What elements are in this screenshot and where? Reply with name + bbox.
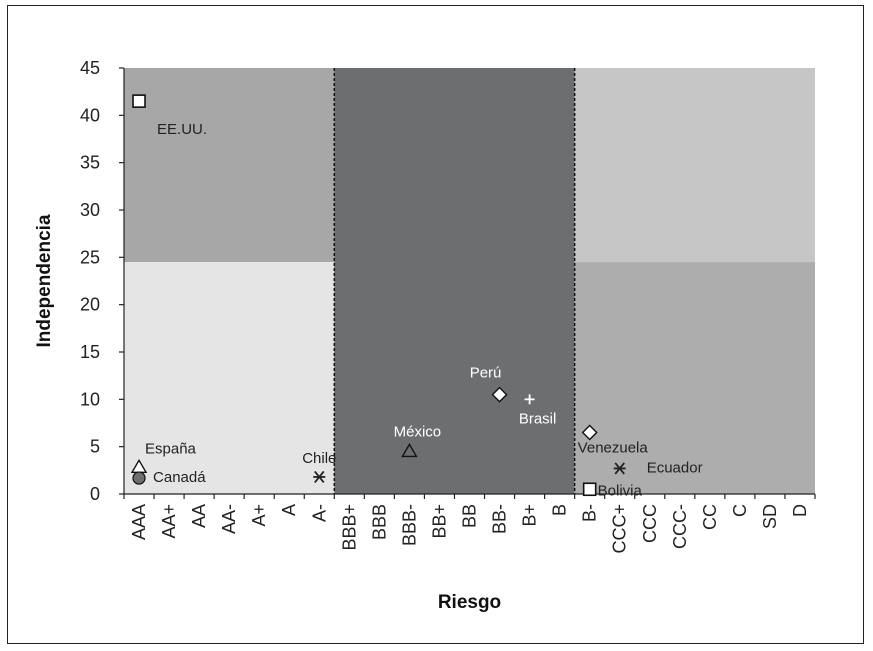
y-tick-label: 0 <box>90 484 100 504</box>
region-1 <box>124 68 335 263</box>
x-tick-label: CCC <box>640 504 660 543</box>
y-axis-title: Independencia <box>34 214 55 347</box>
x-tick-label: AAA <box>129 504 149 540</box>
point-chile <box>313 470 326 484</box>
x-tick-label: BBB <box>369 504 389 540</box>
x-tick-label: CCC+ <box>610 504 630 554</box>
x-tick-label: AA+ <box>159 504 179 539</box>
x-tick-label: B <box>550 504 570 516</box>
x-tick-label: AA <box>189 504 209 528</box>
point-brasil <box>524 394 535 405</box>
label-canad: Canadá <box>153 469 206 486</box>
y-tick-label: 5 <box>90 437 100 457</box>
x-tick-labels: AAA AA+ AA AA- A+ A A- BBB+ BBB BBB- BB+ BB BB- B+ B B-… <box>123 494 816 554</box>
y-tick-label: 35 <box>80 153 100 173</box>
background-regions <box>124 68 815 494</box>
y-tick-label: 45 <box>80 58 100 78</box>
y-tick-labels: 0 5 10 15 20 25 30 35 40 45 <box>80 58 124 504</box>
x-tick-label: C <box>730 504 750 517</box>
point-venezuela <box>581 424 598 441</box>
x-tick-label: CCC- <box>670 504 690 549</box>
point-canad <box>132 471 146 485</box>
x-tick-label: AA- <box>219 504 239 534</box>
y-tick-label: 20 <box>80 295 100 315</box>
region-4 <box>574 68 815 263</box>
y-tick-label: 30 <box>80 200 100 220</box>
region-5 <box>574 262 815 494</box>
label-brasil: Brasil <box>519 410 557 427</box>
label-mxico: México <box>394 423 442 440</box>
y-tick-label: 25 <box>80 247 100 267</box>
y-tick-label: 40 <box>80 105 100 125</box>
x-tick-label: SD <box>760 504 780 529</box>
point-bolivia <box>582 482 597 497</box>
label-ecuador: Ecuador <box>647 459 703 476</box>
label-venezuela: Venezuela <box>578 439 649 456</box>
x-tick-label: BB- <box>490 504 510 534</box>
axes <box>123 68 815 495</box>
label-espaa: España <box>145 440 197 457</box>
point-eeuu <box>132 94 146 108</box>
divider-lines <box>333 68 576 494</box>
x-axis-title: Riesgo <box>438 592 501 613</box>
point-per <box>491 386 508 403</box>
x-tick-label: BB <box>460 504 480 528</box>
point-ecuador <box>613 462 626 475</box>
x-tick-label: BB+ <box>429 504 449 539</box>
point-mxico <box>401 443 418 458</box>
x-tick-label: CC <box>700 504 720 530</box>
x-tick-label: A <box>279 504 299 516</box>
region-2 <box>124 262 335 494</box>
x-tick-label: A+ <box>249 504 269 527</box>
label-eeuu: EE.UU. <box>157 121 207 138</box>
label-bolivia: Bolivia <box>598 482 643 499</box>
data-points <box>130 94 626 497</box>
x-tick-label: BBB+ <box>339 504 359 551</box>
x-tick-label: A- <box>309 504 329 522</box>
x-tick-label: B- <box>580 504 600 522</box>
point-labels: EE.UU. España Canadá Chile México Perú Brasil V… <box>145 121 703 499</box>
label-chile: Chile <box>302 450 336 467</box>
region-3 <box>334 68 575 494</box>
x-tick-label: B+ <box>520 504 540 527</box>
x-tick-label: BBB- <box>399 504 419 546</box>
y-tick-label: 15 <box>80 342 100 362</box>
y-tick-label: 10 <box>80 389 100 409</box>
x-tick-label: D <box>790 504 810 517</box>
label-per: Perú <box>470 365 502 382</box>
